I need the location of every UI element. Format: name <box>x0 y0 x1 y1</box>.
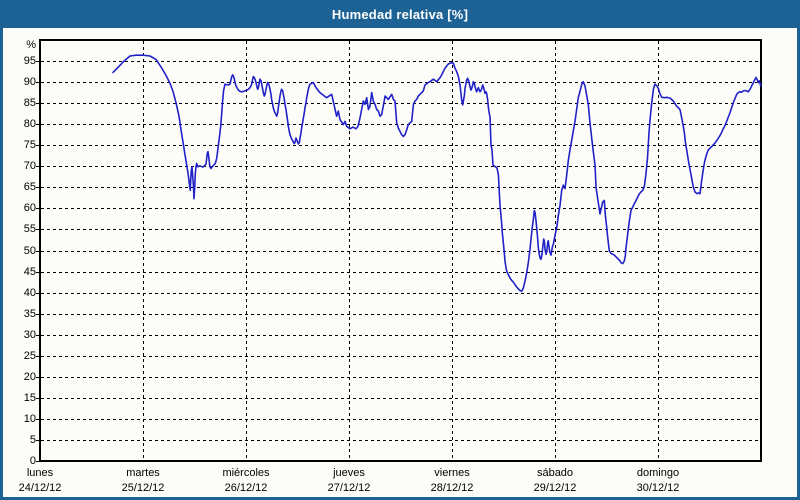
plot-border <box>39 39 762 462</box>
chart-panel <box>3 28 797 497</box>
chart-title-bar: Humedad relativa [%] <box>0 0 800 28</box>
chart-title: Humedad relativa [%] <box>331 6 469 22</box>
series-line-0 <box>112 54 762 293</box>
